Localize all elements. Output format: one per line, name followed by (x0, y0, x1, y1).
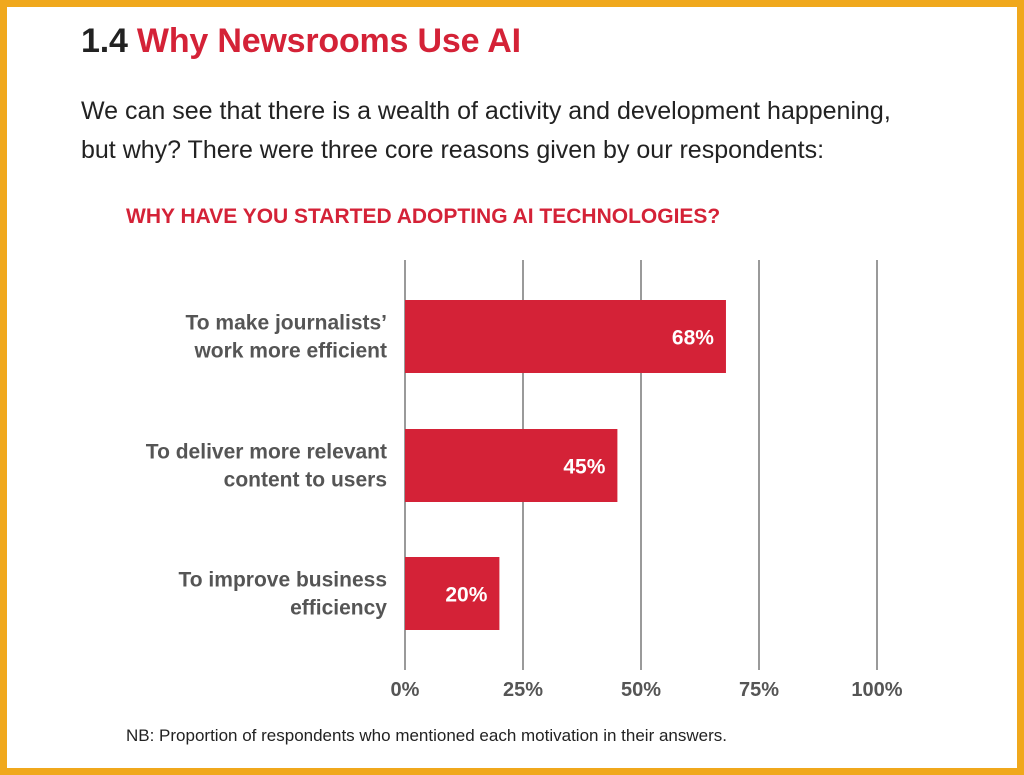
x-tick-label: 50% (621, 679, 661, 701)
category-label-line: To make journalists’ (186, 312, 388, 335)
category-label: To make journalists’ work more efficient (186, 312, 388, 363)
category-label-line: To deliver more relevant (146, 441, 387, 464)
x-tick-label: 0% (391, 679, 420, 701)
bar (405, 429, 618, 502)
chart-title: WHY HAVE YOU STARTED ADOPTING AI TECHNOL… (126, 205, 721, 228)
category-label-line: content to users (224, 469, 387, 492)
section-title: Why Newsrooms Use AI (136, 22, 521, 60)
intro-line: We can see that there is a wealth of act… (81, 97, 891, 125)
category-label: To deliver more relevant content to users (146, 441, 387, 492)
x-tick-label: 100% (851, 679, 902, 701)
category-label-line: To improve business (179, 569, 388, 592)
intro-paragraph: We can see that there is a wealth of act… (81, 92, 961, 170)
category-label-line: efficiency (290, 597, 387, 620)
bar-value-label: 45% (563, 456, 605, 479)
category-label: To improve business efficiency (179, 569, 388, 620)
footnote: NB: Proportion of respondents who mentio… (126, 726, 727, 745)
category-label-line: work more efficient (193, 340, 387, 363)
x-tick-label: 25% (503, 679, 543, 701)
bar (405, 557, 500, 630)
x-tick-label: 75% (739, 679, 779, 701)
section-heading: 1.4 Why Newsrooms Use AI (81, 22, 521, 61)
bar-value-label: 68% (672, 327, 714, 350)
bar-value-label: 20% (445, 584, 487, 607)
bar (405, 300, 726, 373)
section-number: 1.4 (81, 22, 128, 60)
intro-line: but why? There were three core reasons g… (81, 136, 825, 164)
